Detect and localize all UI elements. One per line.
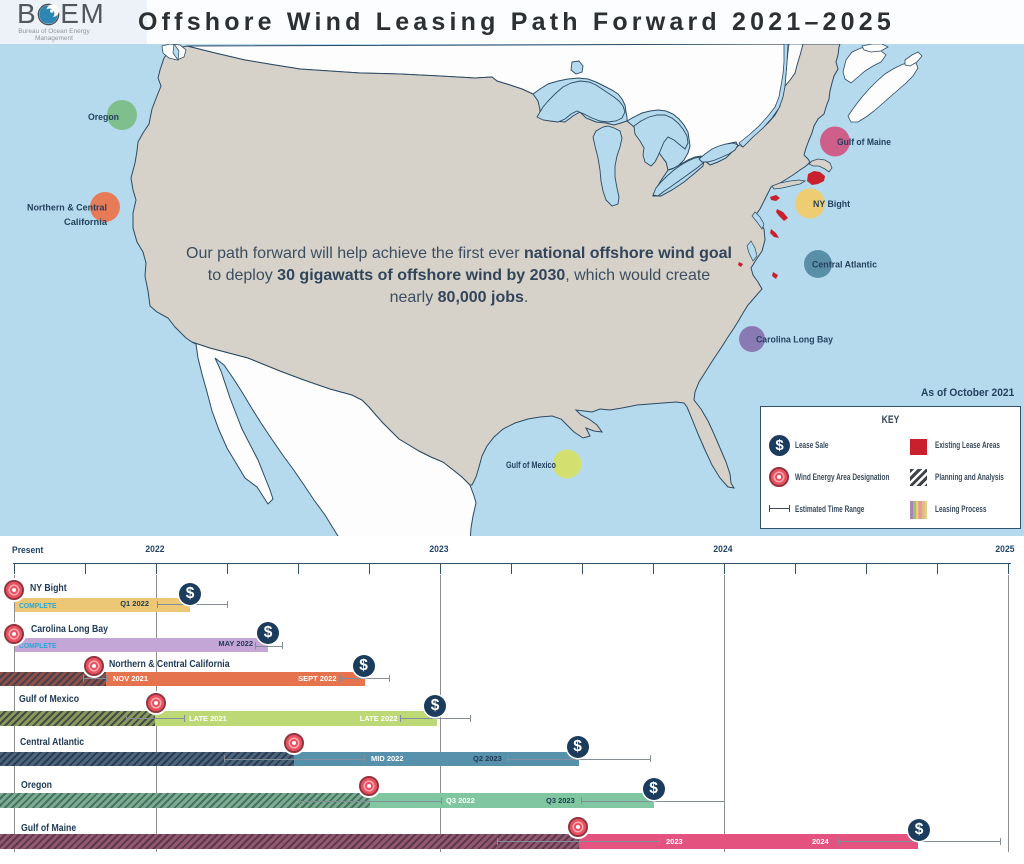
svg-text:Central Atlantic: Central Atlantic bbox=[812, 260, 877, 271]
svg-text:Gulf of Maine: Gulf of Maine bbox=[837, 137, 891, 148]
svg-text:California: California bbox=[64, 217, 108, 228]
svg-text:Carolina Long Bay: Carolina Long Bay bbox=[756, 335, 834, 346]
svg-text:Northern & Central: Northern & Central bbox=[27, 203, 107, 214]
svg-text:NY Bight: NY Bight bbox=[813, 199, 851, 210]
svg-text:Gulf of Mexico: Gulf of Mexico bbox=[506, 460, 556, 471]
svg-text:Oregon: Oregon bbox=[88, 112, 119, 123]
